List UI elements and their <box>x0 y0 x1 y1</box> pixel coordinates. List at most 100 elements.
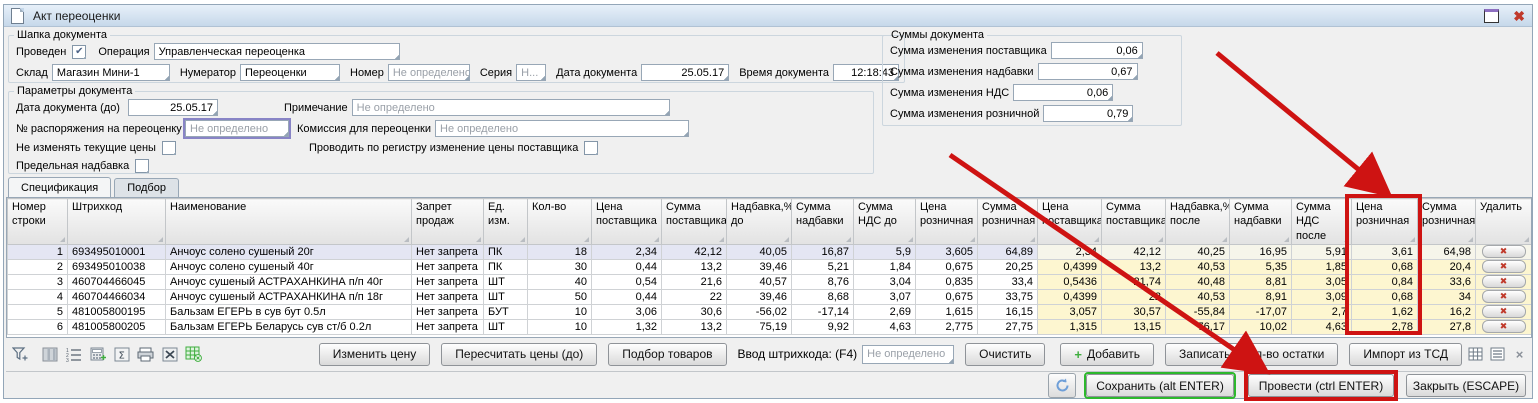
table-cell[interactable]: 39,46 <box>726 258 792 275</box>
table-cell[interactable]: 34 <box>1417 288 1476 305</box>
table-cell[interactable]: 64,98 <box>1417 243 1476 260</box>
table-cell[interactable]: 13,2 <box>1101 258 1166 275</box>
table-cell[interactable]: 3,09 <box>1291 288 1352 305</box>
table-cell[interactable]: 13,2 <box>661 318 727 335</box>
table-cell[interactable]: 2,69 <box>853 303 916 320</box>
delete-row-button[interactable]: ✖ <box>1481 320 1526 334</box>
table-cell[interactable]: 1 <box>7 243 68 260</box>
commission-field[interactable]: Не определено <box>435 120 689 137</box>
table-cell[interactable]: Анчоус сушеный АСТРАХАНКИНА п/п 18г <box>165 288 412 305</box>
sum-markup-field[interactable]: 0,67 <box>1037 63 1138 80</box>
doc-date-field[interactable]: 25.05.17 <box>641 64 730 81</box>
table-cell[interactable]: 2,7 <box>1291 303 1352 320</box>
table-cell[interactable]: 40,48 <box>1165 273 1230 290</box>
table-cell[interactable]: 2 <box>7 258 68 275</box>
list-view-icon[interactable] <box>1489 346 1506 362</box>
table-cell[interactable]: Нет запрета <box>411 288 484 305</box>
post-button[interactable]: Провести (ctrl ENTER) <box>1248 374 1394 397</box>
table-cell[interactable]: 4,63 <box>1291 318 1352 335</box>
table-cell[interactable]: 10 <box>527 303 592 320</box>
column-header-1[interactable]: Штрихкод <box>67 198 166 245</box>
sigma-icon[interactable]: Σ <box>112 345 131 363</box>
column-header-8[interactable]: Надбавка,% до <box>726 198 792 245</box>
limit-markup-checkbox[interactable] <box>135 159 150 173</box>
table-cell[interactable]: 460704466034 <box>67 288 166 305</box>
table-cell[interactable]: 1,315 <box>1037 318 1102 335</box>
delete-row-button[interactable]: ✖ <box>1481 245 1526 259</box>
table-cell[interactable]: 1,84 <box>853 258 916 275</box>
table-cell[interactable]: 33,75 <box>977 288 1038 305</box>
table-cell[interactable]: 10 <box>527 318 592 335</box>
table-cell[interactable]: Анчоус сушеный АСТРАХАНКИНА п/п 40г <box>165 273 412 290</box>
table-cell[interactable]: 0,675 <box>915 288 978 305</box>
table-cell[interactable]: 1,32 <box>591 318 662 335</box>
operation-field[interactable]: Управленческая переоценка <box>153 43 400 60</box>
column-header-16[interactable]: Сумма надбавки <box>1229 198 1292 245</box>
column-header-7[interactable]: Сумма поставщика <box>661 198 727 245</box>
order-field[interactable]: Не определено <box>183 118 291 139</box>
register-checkbox[interactable] <box>584 141 599 155</box>
maximize-icon[interactable] <box>1484 8 1500 23</box>
table-cell[interactable]: 1,615 <box>915 303 978 320</box>
table-cell[interactable]: 3,05 <box>1291 273 1352 290</box>
table-cell[interactable]: 0,84 <box>1351 273 1418 290</box>
table-cell[interactable]: Анчоус солено сушеный 20г <box>165 243 412 260</box>
table-cell[interactable]: 8,81 <box>1229 273 1292 290</box>
column-header-10[interactable]: Сумма НДС до <box>853 198 916 245</box>
table-cell[interactable]: 50 <box>527 288 592 305</box>
table-cell[interactable]: Анчоус солено сушеный 40г <box>165 258 412 275</box>
table-cell[interactable]: 42,12 <box>661 243 727 260</box>
table-cell[interactable]: 0,44 <box>591 258 662 275</box>
table-cell[interactable]: 0,44 <box>591 288 662 305</box>
table-cell[interactable]: Нет запрета <box>411 258 484 275</box>
table-cell[interactable]: 40,25 <box>1165 243 1230 260</box>
table-cell[interactable]: 33,6 <box>1417 273 1476 290</box>
table-cell[interactable]: 0,5436 <box>1037 273 1102 290</box>
table-cell[interactable]: 40,05 <box>726 243 792 260</box>
seria-field[interactable]: Н... <box>516 64 547 81</box>
tab-podbor[interactable]: Подбор <box>114 178 179 197</box>
table-cell[interactable]: 2,34 <box>1037 243 1102 260</box>
table-cell[interactable]: 13,15 <box>1101 318 1166 335</box>
close-icon[interactable]: ✖ <box>1513 7 1525 24</box>
table-cell[interactable]: ШТ <box>483 273 528 290</box>
table-cell[interactable]: ШТ <box>483 288 528 305</box>
table-cell[interactable]: 5,35 <box>1229 258 1292 275</box>
table-cell[interactable]: 0,54 <box>591 273 662 290</box>
calculator-icon[interactable] <box>88 345 107 363</box>
table-cell[interactable]: -56,02 <box>726 303 792 320</box>
table-cell[interactable]: БУТ <box>483 303 528 320</box>
table-cell[interactable]: Нет запрета <box>411 243 484 260</box>
table-cell[interactable]: 3,04 <box>853 273 916 290</box>
sum-retail-field[interactable]: 0,79 <box>1043 105 1134 122</box>
table-cell[interactable]: 5,91 <box>1291 243 1352 260</box>
table-cell[interactable]: 0,675 <box>915 258 978 275</box>
printer-icon[interactable] <box>136 345 155 363</box>
table-cell[interactable]: 30 <box>527 258 592 275</box>
table-cell[interactable]: -55,84 <box>1165 303 1230 320</box>
column-header-17[interactable]: Сумма НДС после <box>1291 198 1352 245</box>
table-cell[interactable]: 10,02 <box>1229 318 1292 335</box>
table-cell[interactable]: 16,87 <box>791 243 854 260</box>
table-cell[interactable]: 481005800205 <box>67 318 166 335</box>
table-export-icon[interactable] <box>184 345 203 363</box>
column-header-3[interactable]: Запрет продаж <box>411 198 484 245</box>
table-cell[interactable]: 8,76 <box>791 273 854 290</box>
delete-row-button[interactable]: ✖ <box>1481 305 1526 319</box>
column-header-19[interactable]: Сумма розничная <box>1417 198 1476 245</box>
table-cell[interactable]: 30,57 <box>1101 303 1166 320</box>
table-cell[interactable]: 9,92 <box>791 318 854 335</box>
close-window-button[interactable]: Закрыть (ESCAPE) <box>1406 374 1526 397</box>
save-button[interactable]: Сохранить (alt ENTER) <box>1086 374 1234 397</box>
table-cell[interactable]: 481005800195 <box>67 303 166 320</box>
table-cell[interactable]: 40,53 <box>1165 288 1230 305</box>
table-cell[interactable]: 3,61 <box>1351 243 1418 260</box>
delete-row-button[interactable]: ✖ <box>1481 275 1526 289</box>
table-cell[interactable]: 20,25 <box>977 258 1038 275</box>
write-qty-button[interactable]: Записать в кол-во остатки <box>1165 342 1339 366</box>
table-cell[interactable]: Бальзам ЕГЕРЬ в сув бут 0.5л <box>165 303 412 320</box>
column-header-6[interactable]: Цена поставщика <box>591 198 662 245</box>
table-cell[interactable]: 30,6 <box>661 303 727 320</box>
column-header-20[interactable]: Удалить <box>1475 198 1531 245</box>
podbor-goods-button[interactable]: Подбор товаров <box>608 342 727 366</box>
